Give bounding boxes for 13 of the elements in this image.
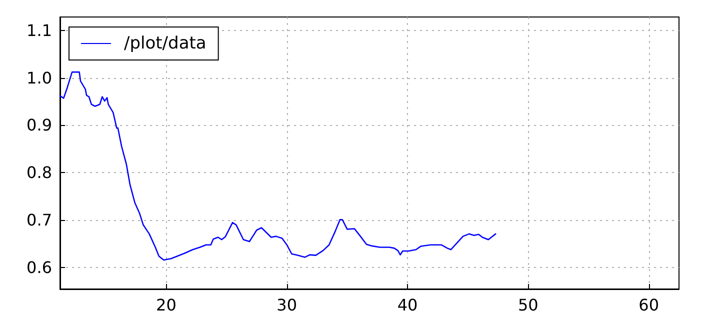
x-tick-label: 40 xyxy=(397,296,418,314)
y-tick-label: 1.1 xyxy=(26,20,52,40)
y-tick-label: 0.8 xyxy=(26,163,52,182)
y-tick-label: 1.0 xyxy=(26,68,52,88)
y-tick-label: 0.7 xyxy=(26,210,52,230)
y-tick-label: 0.6 xyxy=(26,258,52,278)
line-series xyxy=(59,71,496,261)
x-tick-label: 60 xyxy=(638,296,660,314)
y-tick-label: 0.9 xyxy=(26,116,52,135)
x-tick-label: 30 xyxy=(276,296,298,314)
legend-label: /plot/data xyxy=(124,34,206,54)
x-tick-label: 20 xyxy=(156,296,176,314)
x-tick-label: 50 xyxy=(518,296,538,314)
